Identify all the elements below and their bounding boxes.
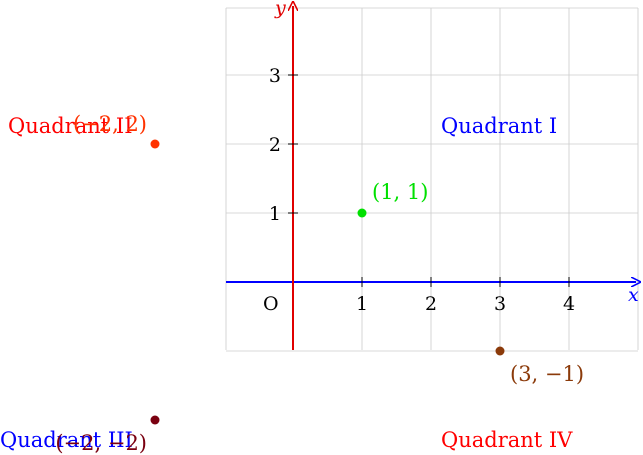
point-marker xyxy=(357,208,367,218)
quadrant-ii-label: Quadrant II xyxy=(8,114,133,138)
point-marker xyxy=(495,346,505,356)
x-axis-label: x xyxy=(628,284,639,306)
quadrant-i-label: Quadrant I xyxy=(441,114,557,138)
point-label: (1, 1) xyxy=(372,180,428,204)
origin-label: O xyxy=(263,293,279,315)
y-tick-label: 2 xyxy=(269,134,281,156)
point-label: (3, −1) xyxy=(510,362,584,386)
x-tick-label: 3 xyxy=(494,293,506,315)
point-label: (−2, 2) xyxy=(73,112,147,136)
x-tick-label: 1 xyxy=(356,293,368,315)
x-tick-label: 4 xyxy=(563,293,575,315)
point-marker xyxy=(150,139,160,149)
point-label: (−2, −2) xyxy=(55,431,147,455)
y-tick-label: 3 xyxy=(269,65,281,87)
y-axis-label: y xyxy=(274,0,286,19)
y-tick-label: 1 xyxy=(269,203,281,225)
quadrant-iv-label: Quadrant IV xyxy=(441,428,573,452)
point-marker xyxy=(150,415,160,425)
x-tick-label: 2 xyxy=(425,293,437,315)
quadrant-iii-label: Quadrant III xyxy=(0,428,133,452)
